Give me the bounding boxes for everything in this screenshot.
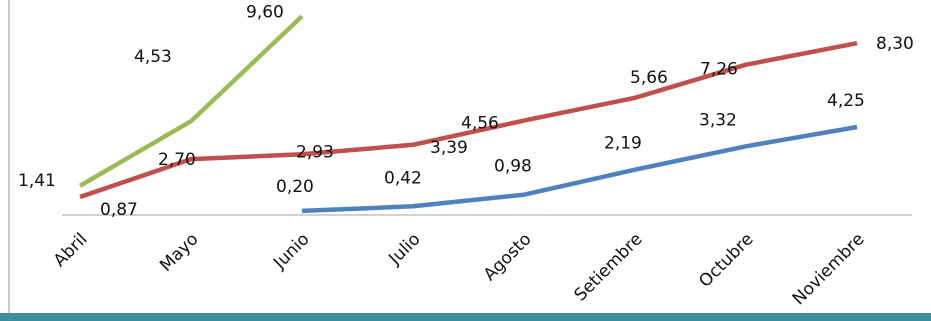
series-line-2 (301, 124, 858, 214)
data-label: 0,20 (276, 177, 314, 197)
x-tick-label: Mayo (156, 229, 202, 275)
data-label: 0,87 (100, 200, 138, 220)
data-label: 9,60 (246, 2, 284, 22)
x-tick-label: Agosto (480, 229, 536, 285)
data-label: 4,53 (134, 47, 172, 67)
footer-bar (0, 313, 931, 321)
series-line-1 (79, 40, 858, 200)
data-label: 3,32 (699, 110, 737, 130)
data-label: 0,98 (494, 157, 532, 177)
data-label: 8,30 (876, 34, 914, 54)
series-line-0 (78, 14, 304, 188)
x-tick-label: Octubre (695, 229, 757, 291)
x-tick-label: Junio (269, 229, 313, 273)
data-label: 4,25 (827, 91, 865, 111)
data-label: 1,41 (18, 171, 56, 191)
data-label: 2,70 (158, 150, 196, 170)
data-label: 2,93 (296, 142, 334, 162)
x-tick-label: Setiembre (570, 229, 646, 305)
data-label: 5,66 (630, 68, 668, 88)
data-label: 2,19 (604, 134, 642, 154)
chart-left-border (8, 0, 10, 314)
data-label: 0,42 (384, 168, 422, 188)
x-tick-label: Noviembre (789, 229, 869, 309)
x-tick-label: Julio (384, 229, 424, 269)
x-tick-label: Abril (50, 229, 92, 271)
data-label: 7,26 (700, 60, 738, 80)
data-label: 4,56 (461, 114, 499, 134)
data-label: 3,39 (430, 138, 468, 158)
